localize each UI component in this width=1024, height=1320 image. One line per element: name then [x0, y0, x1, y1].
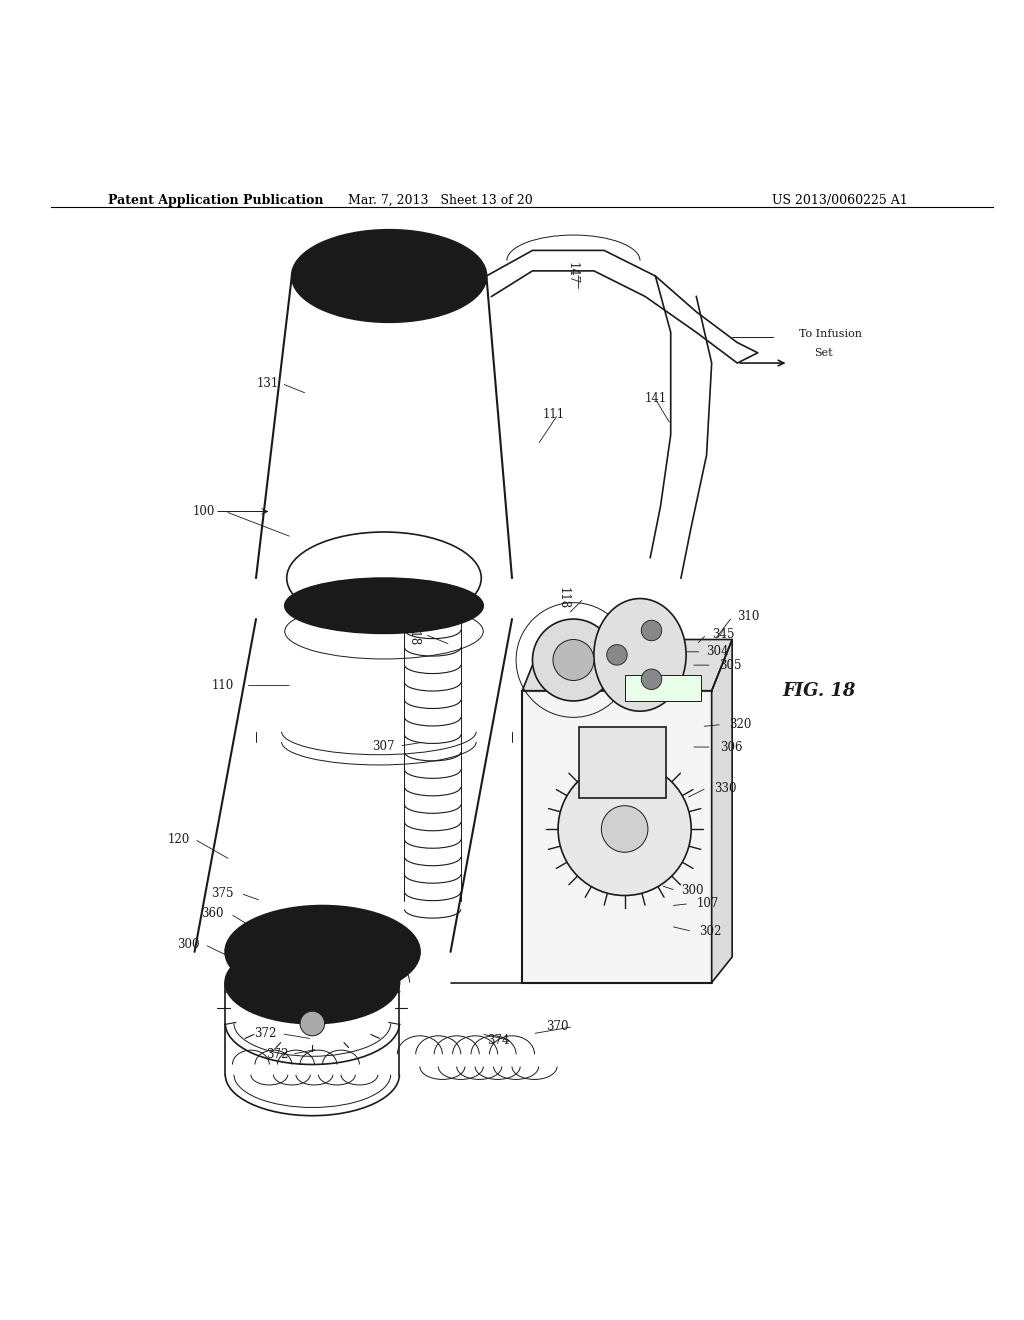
- Text: 374: 374: [487, 1035, 510, 1048]
- Circle shape: [606, 644, 627, 665]
- Text: 300: 300: [681, 884, 703, 896]
- Ellipse shape: [285, 578, 483, 634]
- Circle shape: [300, 1011, 325, 1036]
- Circle shape: [532, 619, 614, 701]
- Polygon shape: [712, 639, 732, 982]
- Text: 131: 131: [256, 378, 279, 389]
- Text: 111: 111: [543, 408, 565, 421]
- Text: 118: 118: [556, 587, 569, 610]
- Text: 318: 318: [407, 623, 420, 645]
- Ellipse shape: [594, 598, 686, 711]
- Text: 372: 372: [254, 1027, 276, 1040]
- Text: Set: Set: [814, 347, 833, 358]
- Text: US 2013/0060225 A1: US 2013/0060225 A1: [772, 194, 907, 207]
- Text: 345: 345: [712, 628, 734, 642]
- Ellipse shape: [225, 906, 420, 998]
- Polygon shape: [522, 690, 712, 982]
- Text: 130: 130: [344, 263, 367, 276]
- Text: 107: 107: [696, 898, 719, 911]
- Text: 302: 302: [699, 925, 722, 937]
- Text: 141: 141: [645, 392, 668, 405]
- Circle shape: [601, 805, 648, 853]
- Ellipse shape: [225, 941, 399, 1023]
- Bar: [625, 676, 701, 701]
- Text: 147: 147: [565, 261, 579, 284]
- Text: Mar. 7, 2013   Sheet 13 of 20: Mar. 7, 2013 Sheet 13 of 20: [348, 194, 532, 207]
- Text: 307: 307: [372, 739, 394, 752]
- Text: 372: 372: [266, 1048, 289, 1061]
- Text: 320: 320: [729, 718, 752, 731]
- Text: 120: 120: [167, 833, 189, 846]
- Text: 304: 304: [707, 645, 729, 659]
- Text: 360: 360: [201, 907, 223, 920]
- Text: 310: 310: [737, 610, 760, 623]
- Circle shape: [553, 639, 594, 681]
- Text: 370: 370: [546, 1020, 568, 1034]
- Text: 110: 110: [211, 678, 233, 692]
- Text: 375: 375: [211, 887, 233, 900]
- Circle shape: [641, 620, 662, 640]
- Polygon shape: [522, 639, 732, 690]
- Ellipse shape: [292, 230, 486, 322]
- Text: 305: 305: [719, 659, 741, 672]
- Circle shape: [641, 669, 662, 689]
- Text: FIG. 18: FIG. 18: [782, 681, 856, 700]
- Text: To Infusion: To Infusion: [799, 330, 862, 339]
- Circle shape: [558, 763, 691, 895]
- Bar: [579, 726, 666, 799]
- Text: 330: 330: [714, 781, 736, 795]
- Text: 306: 306: [720, 741, 742, 754]
- Text: 100: 100: [193, 506, 215, 517]
- Text: Patent Application Publication: Patent Application Publication: [108, 194, 323, 207]
- Text: 300: 300: [177, 939, 200, 952]
